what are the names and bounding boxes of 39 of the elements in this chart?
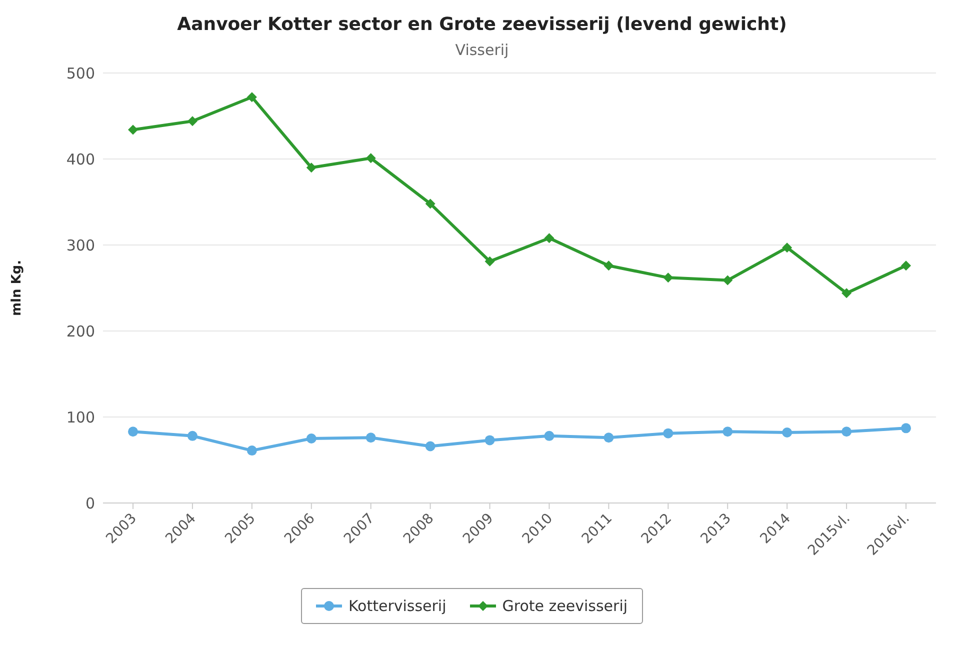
point — [128, 426, 138, 437]
y-tick-label: 200 — [66, 322, 95, 340]
y-tick-label: 100 — [66, 408, 95, 426]
point — [901, 260, 911, 271]
y-tick-label: 300 — [66, 236, 95, 254]
point — [722, 275, 733, 286]
point — [663, 272, 674, 283]
y-tick-label: 500 — [66, 64, 95, 82]
point — [366, 153, 376, 164]
point — [246, 446, 257, 456]
chart-title: Aanvoer Kotter sector en Grote zeevisserij (levend gewicht) — [176, 13, 788, 35]
point — [187, 430, 198, 441]
point — [842, 288, 852, 298]
point — [901, 423, 911, 434]
point — [425, 441, 436, 452]
point — [306, 434, 316, 444]
legend-label: Kottervisserij — [347, 597, 446, 615]
point — [544, 233, 554, 244]
point — [604, 260, 614, 271]
point — [128, 124, 138, 135]
point — [306, 162, 316, 173]
point — [544, 430, 554, 441]
point — [663, 428, 674, 438]
point — [484, 256, 495, 266]
point — [246, 92, 257, 102]
legend-label: Grote zeevisserij — [501, 597, 628, 615]
y-axis-title: mln Kg. — [10, 260, 25, 316]
point — [782, 427, 792, 438]
y-tick-label: 0 — [85, 494, 95, 512]
point — [604, 432, 614, 443]
point — [722, 426, 733, 437]
point — [187, 116, 198, 126]
point — [425, 198, 436, 209]
chart-subtitle: Visserij — [454, 41, 510, 59]
point — [842, 426, 852, 437]
point — [366, 432, 376, 443]
point — [484, 435, 495, 446]
y-tick-label: 400 — [66, 150, 95, 168]
point — [782, 242, 792, 253]
